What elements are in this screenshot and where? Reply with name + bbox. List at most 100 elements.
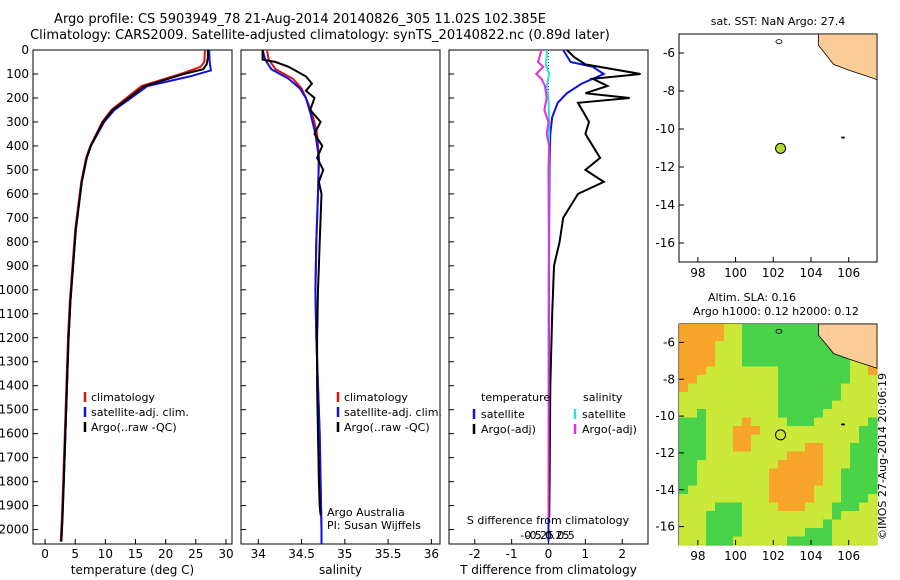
sla-heat-cell: [796, 324, 806, 334]
sla-heat-cell: [715, 409, 725, 419]
sla-heat-cell: [679, 358, 689, 368]
sla-heat-cell: [868, 502, 878, 512]
sla-heat-cell: [823, 366, 833, 376]
temperature-xtick-label: 0: [41, 547, 49, 561]
sla-heat-cell: [760, 511, 770, 521]
sla-heat-cell: [679, 324, 689, 334]
sla-heat-cell: [787, 519, 797, 529]
sla-heat-cell: [733, 358, 743, 368]
sla-heat-cell: [832, 434, 842, 444]
sla-heat-cell: [841, 417, 851, 427]
sla-heat-cell: [760, 409, 770, 419]
sla-heat-cell: [697, 324, 707, 334]
sla-heat-cell: [868, 392, 878, 402]
sla-heat-cell: [715, 426, 725, 436]
sla-heat-cell: [688, 332, 698, 342]
sla-heat-cell: [697, 528, 707, 538]
sla-heat-cell: [688, 417, 698, 427]
depth-tick-label: 300: [6, 115, 29, 129]
sla-heat-cell: [724, 324, 734, 334]
sla-heat-cell: [724, 434, 734, 444]
sla-heat-cell: [706, 502, 716, 512]
sla-heat-cell: [760, 536, 770, 546]
sla-heat-cell: [742, 366, 752, 376]
sla-heat-cell: [697, 332, 707, 342]
sla-heat-cell: [814, 417, 824, 427]
sla-heat-cell: [823, 349, 833, 359]
sla-heat-cell: [724, 341, 734, 351]
sla-heat-cell: [841, 366, 851, 376]
sla-heat-cell: [805, 528, 815, 538]
sla-map-ytick-label: -14: [655, 483, 675, 497]
sla-heat-cell: [841, 511, 851, 521]
sla-heat-cell: [706, 332, 716, 342]
depth-tick-label: 1000: [0, 283, 29, 297]
sla-heat-cell: [850, 502, 860, 512]
sla-heat-cell: [679, 477, 689, 487]
sst-map-ytick-label: -14: [655, 198, 675, 212]
sla-heat-cell: [697, 451, 707, 461]
sla-heat-cell: [742, 392, 752, 402]
sla-heat-cell: [796, 468, 806, 478]
sla-heat-cell: [859, 460, 869, 470]
sla-heat-cell: [841, 443, 851, 453]
sla-heat-cell: [751, 383, 761, 393]
salinity-xtick-label: 34: [251, 547, 266, 561]
sla-heat-cell: [688, 324, 698, 334]
sla-heat-cell: [697, 511, 707, 521]
sla-heat-cell: [769, 409, 779, 419]
sla-heat-cell: [688, 519, 698, 529]
sla-heat-cell: [751, 519, 761, 529]
sla-map-xtick-label: 102: [762, 549, 785, 563]
sla-heat-cell: [787, 341, 797, 351]
sla-heat-cell: [688, 400, 698, 410]
sla-heat-cell: [679, 426, 689, 436]
sla-heat-cell: [751, 341, 761, 351]
sla-heat-cell: [805, 460, 815, 470]
sla-heat-cell: [796, 443, 806, 453]
sla-heat-cell: [733, 400, 743, 410]
sla-heat-cell: [814, 409, 824, 419]
sla-heat-cell: [751, 358, 761, 368]
sla-heat-cell: [778, 519, 788, 529]
sla-heat-cell: [715, 375, 725, 385]
sla-heat-cell: [688, 349, 698, 359]
sla-heat-cell: [769, 324, 779, 334]
sla-heat-cell: [733, 434, 743, 444]
sla-heat-cell: [706, 349, 716, 359]
sla-heat-cell: [841, 528, 851, 538]
sla-heat-cell: [787, 434, 797, 444]
sla-heat-cell: [751, 417, 761, 427]
sla-heat-cell: [751, 434, 761, 444]
sla-heat-cell: [805, 358, 815, 368]
temperature-xtick-label: 30: [218, 547, 233, 561]
sla-heat-cell: [742, 468, 752, 478]
sla-heat-cell: [724, 392, 734, 402]
sla-heat-cell: [769, 400, 779, 410]
sla-heat-cell: [841, 409, 851, 419]
sla-heat-cell: [778, 494, 788, 504]
sla-heat-cell: [814, 358, 824, 368]
sla-heat-cell: [850, 528, 860, 538]
sla-land-mass: [818, 323, 878, 369]
depth-tick-label: 1200: [0, 331, 29, 345]
sla-heat-cell: [778, 528, 788, 538]
sla-heat-cell: [769, 485, 779, 495]
sla-heat-cell: [715, 460, 725, 470]
sla-heat-cell: [805, 349, 815, 359]
sla-heat-cell: [787, 409, 797, 419]
sla-heat-cell: [715, 477, 725, 487]
sla-heat-cell: [760, 383, 770, 393]
sla-heat-cell: [769, 528, 779, 538]
data-provider-annotation: Argo Australia: [327, 506, 405, 519]
sla-heat-cell: [688, 443, 698, 453]
sla-heat-cell: [724, 528, 734, 538]
sla-heat-cell: [859, 511, 869, 521]
sla-heat-cell: [751, 426, 761, 436]
sla-heat-cell: [733, 468, 743, 478]
sla-heat-cell: [769, 451, 779, 461]
sla-christmas-island: [841, 423, 846, 426]
depth-tick-label: 1900: [0, 499, 29, 513]
salinity-axes-frame: [240, 49, 441, 545]
sla-heat-cell: [769, 494, 779, 504]
